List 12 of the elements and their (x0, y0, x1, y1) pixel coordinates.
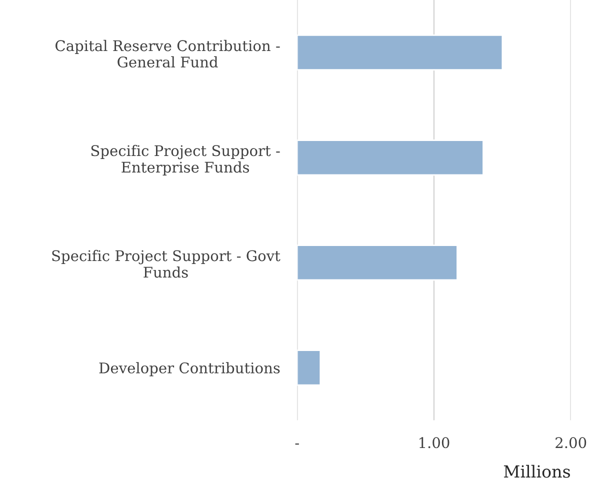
y-tick-label: Developer Contributions (99, 362, 280, 376)
y-tick-label: Specific Project Support - Govt Funds (52, 250, 280, 278)
x-axis-title: Millions (504, 464, 570, 478)
bar (297, 350, 322, 386)
bar (297, 244, 458, 281)
x-tick-label: 1.00 (420, 437, 450, 448)
bar (297, 140, 484, 176)
x-tick-label: 2.00 (556, 437, 586, 448)
x-tick-label: - (295, 443, 299, 445)
bar (297, 34, 504, 71)
y-tick-label: Capital Reserve Contribution - General Fund (56, 40, 280, 68)
y-tick-label: Specific Project Support - Enterprise Funds (91, 144, 280, 176)
